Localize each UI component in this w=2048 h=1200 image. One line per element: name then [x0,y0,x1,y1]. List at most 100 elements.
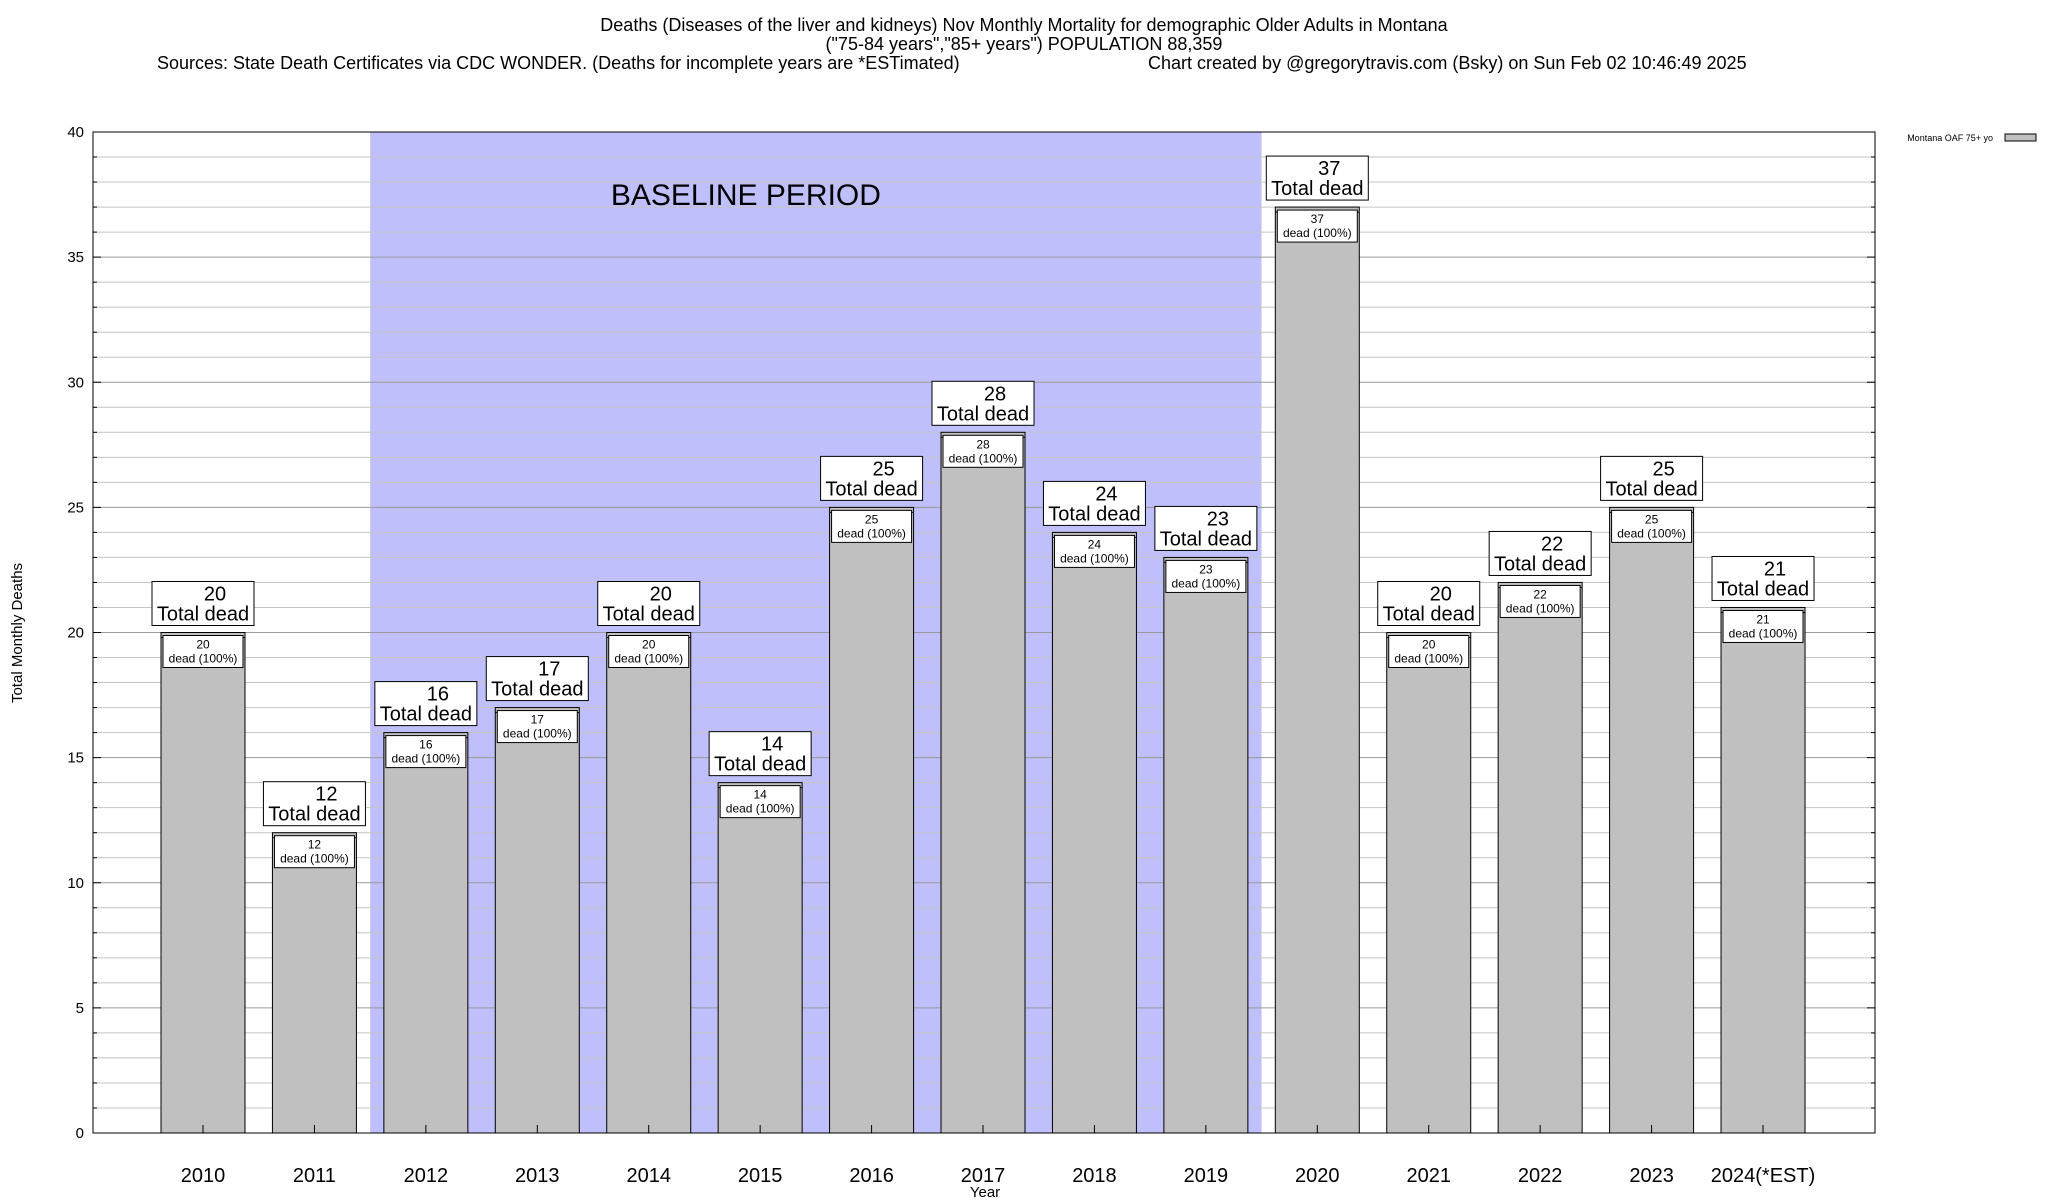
inner-value-label: 14 [753,788,767,802]
inner-suffix-label: dead (100%) [1617,526,1686,540]
inner-label-box [385,735,467,769]
inner-value-label: 25 [865,512,879,526]
inner-value-label: 12 [308,838,322,852]
x-tick-label: 2013 [515,1165,560,1187]
bar [1720,606,1806,1134]
x-tick-label: 2023 [1629,1165,1674,1187]
total-label-box [1154,505,1258,551]
total-value-label: 23 [1207,508,1229,530]
inner-value-label: 21 [1756,612,1770,626]
inner-value-label: 25 [1645,512,1659,526]
total-suffix-label: Total dead [1271,178,1363,200]
total-label-box [1711,555,1815,601]
inner-suffix-label: dead (100%) [1172,576,1241,590]
inner-suffix-label: dead (100%) [1060,551,1129,565]
total-value-label: 28 [984,383,1006,405]
bar [1274,206,1360,1134]
x-tick-label: 2024(*EST) [1711,1165,1816,1187]
inner-label-box [1053,534,1135,568]
total-value-label: 17 [538,659,560,681]
total-value-label: 16 [427,684,449,706]
baseline-label: BASELINE PERIOD [611,179,881,212]
x-tick-label: 2011 [293,1165,336,1187]
inner-label-box [496,710,578,744]
inner-suffix-label: dead (100%) [1506,601,1575,615]
total-suffix-label: Total dead [714,754,806,776]
x-tick-label: 2021 [1406,1165,1451,1187]
inner-label-box [162,635,244,668]
bar [1163,556,1249,1134]
total-value-label: 22 [1541,533,1563,555]
inner-label-box [1165,559,1247,593]
x-tick-label: 2016 [849,1165,894,1187]
total-value-label: 25 [1652,458,1674,480]
total-label-box [374,681,478,727]
total-value-label: 14 [761,734,783,756]
total-label-box [262,781,366,827]
chart-sources: Sources: State Death Certificates via CD… [157,53,960,73]
inner-label-box [831,509,913,543]
total-suffix-label: Total dead [1717,578,1809,600]
total-value-label: 37 [1318,158,1340,180]
y-axis-title: Total Monthly Deaths [9,563,26,703]
inner-suffix-label: dead (100%) [280,852,349,866]
y-tick-label: 10 [67,875,84,892]
inner-label-box [1276,209,1358,243]
bar [717,782,803,1134]
bar [271,832,357,1134]
chart-subtitle: ("75-84 years","85+ years") POPULATION 8… [825,34,1223,54]
total-label-box [820,455,924,501]
x-tick-label: 2017 [961,1165,1006,1187]
inner-value-label: 22 [1533,587,1547,601]
x-tick-label: 2020 [1295,1165,1340,1187]
inner-value-label: 37 [1311,212,1325,226]
inner-value-label: 20 [642,638,656,652]
inner-label-box [608,635,690,668]
inner-label-box [719,785,801,819]
y-tick-label: 25 [67,499,84,516]
total-value-label: 20 [650,584,672,606]
inner-suffix-label: dead (100%) [614,652,683,666]
inner-suffix-label: dead (100%) [726,802,795,816]
total-label-box [485,656,589,702]
inner-suffix-label: dead (100%) [1283,226,1352,240]
bar [940,431,1026,1134]
inner-label-box [1499,584,1581,618]
total-label-box [708,731,812,777]
inner-label-box [1722,609,1804,643]
chart-credit: Chart created by @gregorytravis.com (Bsk… [1148,53,1747,73]
bar [1386,632,1472,1134]
bar [1051,531,1137,1134]
total-suffix-label: Total dead [1383,604,1475,626]
total-value-label: 20 [204,584,226,606]
total-value-label: 12 [315,784,337,806]
total-label-box [931,380,1035,426]
total-label-box [151,581,255,626]
total-suffix-label: Total dead [1048,503,1140,525]
total-value-label: 24 [1095,483,1117,505]
y-tick-label: 30 [67,374,84,391]
inner-suffix-label: dead (100%) [837,526,906,540]
total-suffix-label: Total dead [825,478,917,500]
total-suffix-label: Total dead [603,604,695,626]
inner-suffix-label: dead (100%) [949,451,1018,465]
y-tick-label: 5 [76,1000,84,1017]
x-tick-label: 2015 [738,1165,783,1187]
total-suffix-label: Total dead [1494,553,1586,575]
inner-value-label: 20 [196,638,210,652]
inner-label-box [942,434,1024,468]
total-label-box [1377,581,1481,626]
total-suffix-label: Total dead [380,704,472,726]
legend-label: Montana OAF 75+ yo [1907,133,1993,143]
plot-border [92,131,1876,1134]
bar [383,732,469,1134]
inner-suffix-label: dead (100%) [392,752,461,766]
total-label-box [1600,455,1704,501]
total-value-label: 20 [1430,584,1452,606]
inner-label-box [1611,509,1693,543]
total-label-box [1488,530,1592,576]
inner-value-label: 23 [1199,562,1213,576]
y-tick-label: 20 [67,625,84,642]
total-label-box [1265,155,1369,201]
